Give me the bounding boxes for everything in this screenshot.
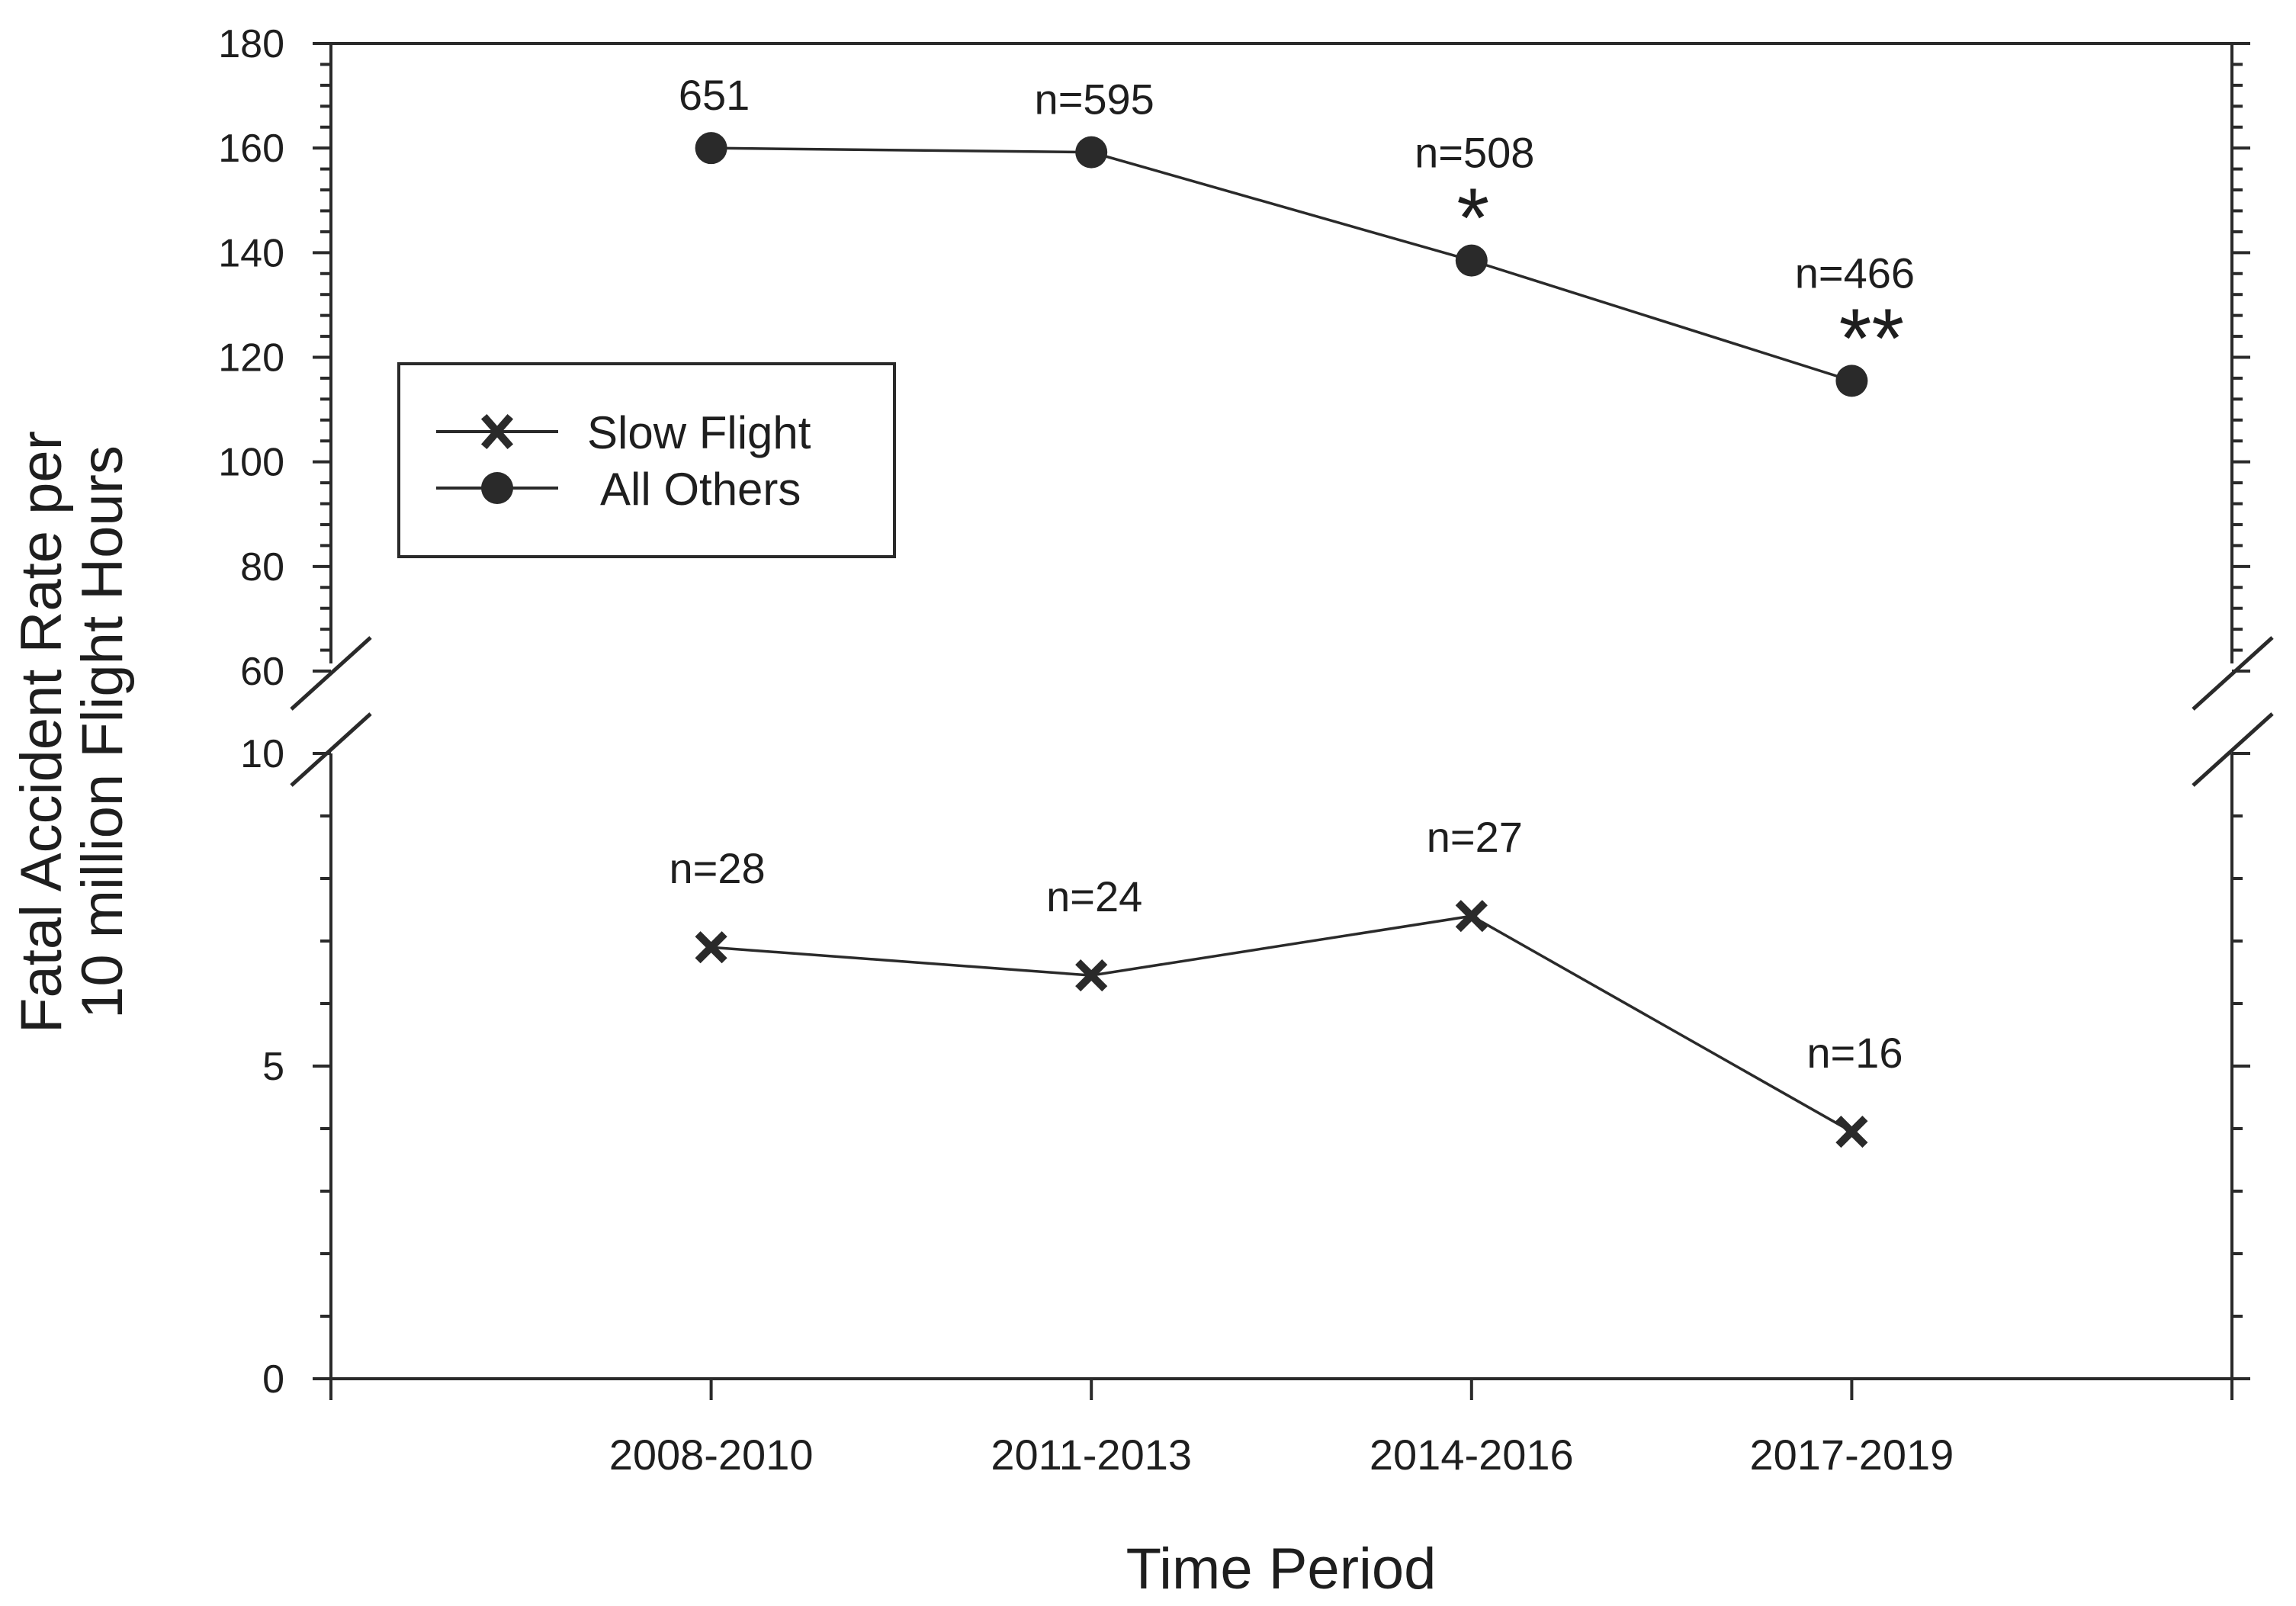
legend-marker-all-others [481, 472, 513, 504]
data-label-all-others: 651 [679, 71, 750, 119]
y-tick-label: 100 [218, 441, 284, 485]
series-line-all-others [711, 146, 1852, 383]
legend-label-all-others: All Others [600, 464, 801, 515]
axis-break-marks [290, 636, 2274, 787]
data-label-all-others: n=466 [1795, 249, 1915, 297]
data-label-slow-flight: n=24 [1046, 872, 1142, 920]
data-point-all-others [1075, 136, 1108, 169]
series-line-slow-flight [711, 914, 1853, 1133]
left-break-mark-bottom [290, 712, 372, 787]
x-tick-label: 2014-2016 [1370, 1431, 1574, 1479]
significance-marker: * [1456, 172, 1489, 265]
right-break-mark-bottom [2192, 712, 2274, 787]
legend-label-slow-flight: Slow Flight [587, 407, 811, 458]
data-label-slow-flight: n=16 [1806, 1029, 1903, 1077]
x-tick-label: 2017-2019 [1749, 1431, 1954, 1479]
x-tick-labels: 2008-2010 2011-2013 2014-2016 2017-2019 [609, 1431, 1954, 1479]
y-tick-label: 10 [240, 732, 284, 776]
x-tick-label: 2011-2013 [991, 1431, 1192, 1479]
y-tick-label: 80 [240, 545, 284, 589]
right-break-mark-top [2192, 636, 2274, 711]
data-label-all-others: n=508 [1415, 129, 1534, 177]
data-point-slow-flight [695, 931, 727, 964]
y-tick-label: 5 [262, 1045, 284, 1089]
y-tick-labels: 60 80 100 120 140 160 180 0 5 10 [218, 22, 284, 1402]
series-markers [695, 132, 1868, 1148]
data-label-slow-flight: n=28 [670, 844, 766, 892]
x-tick-label: 2008-2010 [609, 1431, 814, 1479]
data-point-all-others [1835, 365, 1868, 397]
axis-ticks [313, 42, 2250, 1400]
legend-box [397, 362, 896, 558]
series-lines [711, 146, 1853, 1133]
y-tick-label: 180 [218, 22, 284, 66]
y-axis-title: Fatal Accident Rate per 10 million Fligh… [9, 431, 135, 1033]
legend: Slow Flight All Others [397, 362, 896, 558]
data-label-slow-flight: n=27 [1427, 813, 1523, 861]
y-axis-title-line-1: Fatal Accident Rate per [9, 431, 74, 1033]
data-annotations: n=28 n=24 n=27 n=16 651 n=595 n=508* n=466** [670, 71, 1915, 1077]
y-axis-title-line-2: 10 million Flight Hours [70, 445, 135, 1019]
y-tick-label: 120 [218, 336, 284, 381]
data-point-slow-flight [1075, 959, 1108, 992]
data-point-slow-flight [1455, 900, 1488, 933]
y-tick-label: 140 [218, 231, 284, 275]
significance-marker: ** [1839, 291, 1905, 385]
data-point-all-others [695, 132, 727, 165]
y-tick-label: 60 [240, 650, 284, 694]
y-tick-label: 160 [218, 127, 284, 171]
legend-marker-slow-flight [480, 413, 514, 450]
data-label-all-others: n=595 [1035, 75, 1154, 124]
data-point-all-others [1455, 244, 1488, 277]
y-tick-label: 0 [262, 1357, 284, 1402]
x-axis-title: Time Period [1126, 1537, 1437, 1601]
left-break-mark-top [290, 636, 372, 711]
data-point-slow-flight [1835, 1116, 1868, 1148]
